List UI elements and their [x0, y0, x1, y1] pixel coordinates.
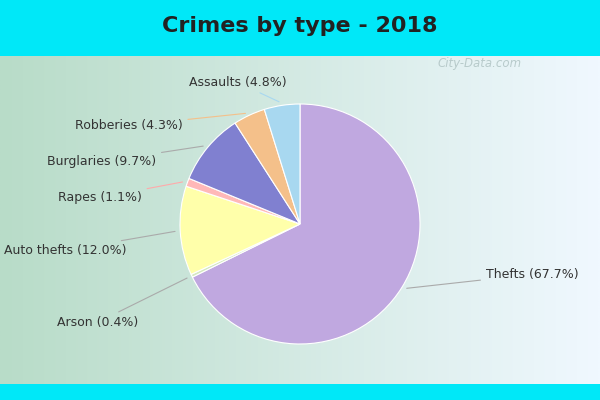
Wedge shape: [235, 110, 300, 224]
Wedge shape: [193, 104, 420, 344]
Text: Thefts (67.7%): Thefts (67.7%): [407, 268, 578, 288]
Text: Burglaries (9.7%): Burglaries (9.7%): [47, 146, 203, 168]
Text: Auto thefts (12.0%): Auto thefts (12.0%): [4, 231, 175, 257]
Text: City-Data.com: City-Data.com: [438, 58, 522, 70]
Text: Rapes (1.1%): Rapes (1.1%): [58, 182, 182, 204]
Wedge shape: [180, 186, 300, 274]
Wedge shape: [191, 224, 300, 277]
Text: Crimes by type - 2018: Crimes by type - 2018: [162, 16, 438, 36]
Text: Robberies (4.3%): Robberies (4.3%): [74, 113, 245, 132]
Wedge shape: [265, 104, 300, 224]
Text: Arson (0.4%): Arson (0.4%): [57, 278, 187, 329]
Wedge shape: [186, 178, 300, 224]
Wedge shape: [189, 123, 300, 224]
Text: Assaults (4.8%): Assaults (4.8%): [189, 76, 286, 102]
